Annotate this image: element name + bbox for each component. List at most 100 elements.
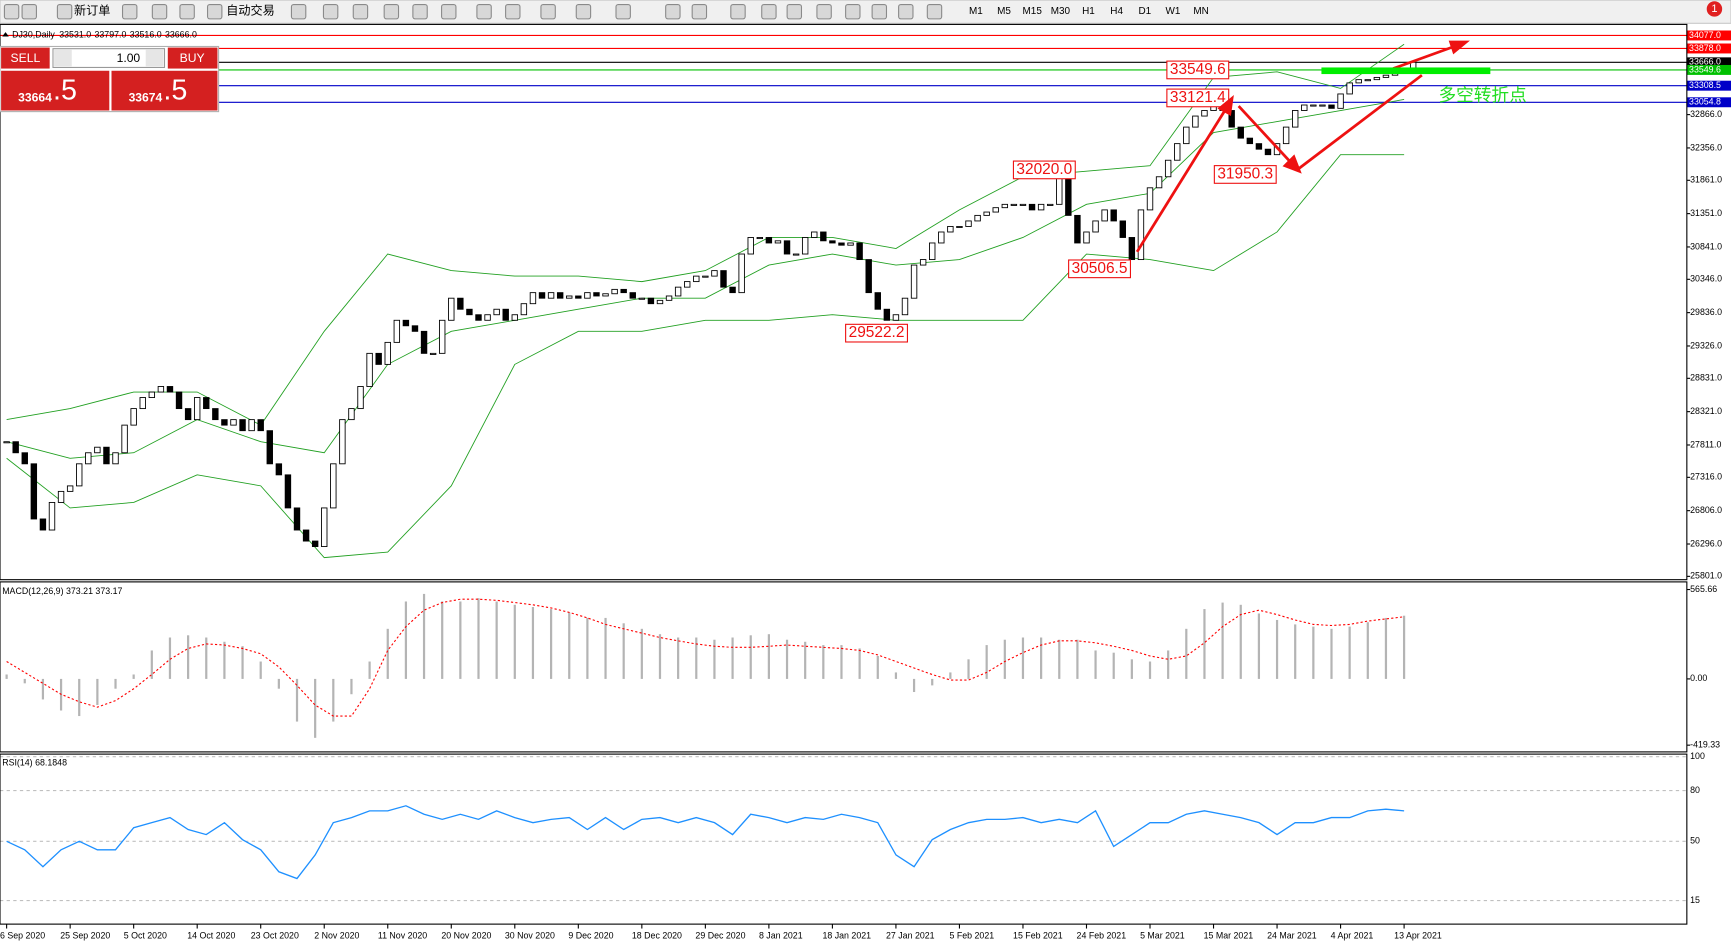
toolbar-icon[interactable]: [441, 3, 457, 20]
candle: [1282, 126, 1290, 145]
toolbar-icon[interactable]: [383, 3, 400, 20]
bid-box[interactable]: [1, 70, 110, 111]
toolbar-icon[interactable]: [412, 3, 428, 20]
toolbar-icon[interactable]: [691, 3, 708, 20]
lots-up[interactable]: [145, 49, 164, 67]
timeframe-button[interactable]: H4: [1110, 6, 1123, 17]
sell-button[interactable]: [1, 47, 50, 69]
candle: [720, 270, 727, 288]
macd-bar: [168, 637, 172, 679]
toolbar-icon[interactable]: [786, 3, 803, 20]
timeframe-button[interactable]: MN: [1193, 6, 1208, 17]
candle: [1255, 143, 1263, 150]
toolbar-icon[interactable]: [926, 3, 943, 20]
macd-bar: [677, 637, 680, 679]
toolbar-icon[interactable]: [761, 3, 777, 20]
price-annotation: 32020.0: [1016, 161, 1072, 178]
toolbar-icon[interactable]: [3, 3, 20, 20]
bollinger-band: [6, 154, 1405, 559]
symbol-info: DJ30,Daily 33531.0 33797.0 33516.0 33666.0: [12, 30, 197, 40]
toolbar-icon[interactable]: [540, 3, 556, 20]
auto-trading-button[interactable]: 自动交易: [226, 2, 275, 17]
macd-bar: [1148, 661, 1152, 679]
toolbar-icon[interactable]: [151, 3, 168, 20]
bid-price[interactable]: 33664: [18, 91, 52, 105]
toolbar-icon[interactable]: [615, 3, 631, 20]
timeframe-button[interactable]: M15: [1023, 6, 1043, 17]
candle: [266, 430, 273, 465]
ask-pips[interactable]: .5: [163, 74, 187, 106]
candle: [901, 297, 909, 316]
toolbar-icon[interactable]: [121, 3, 138, 20]
candle: [1337, 93, 1344, 109]
toolbar-icon[interactable]: [179, 3, 195, 20]
lots-value[interactable]: 1.00: [117, 51, 141, 65]
price-level-label: 33666.0: [1689, 57, 1721, 67]
pivot-bar: [1321, 67, 1491, 75]
lots-input[interactable]: [52, 48, 166, 69]
macd-bar: [513, 604, 516, 679]
toolbar-icon[interactable]: [816, 3, 832, 20]
ask-box[interactable]: [111, 70, 218, 111]
toolbar-icon[interactable]: [21, 3, 37, 20]
timeframe-button[interactable]: W1: [1166, 6, 1181, 17]
bid-pips[interactable]: .5: [53, 74, 77, 106]
toolbar-icon[interactable]: [352, 3, 369, 20]
candle: [21, 452, 28, 465]
ask-price[interactable]: 33674: [129, 91, 163, 105]
candle: [811, 231, 818, 238]
lots-down[interactable]: [54, 49, 72, 67]
candle: [1119, 220, 1126, 238]
price-annotation-box: [1166, 60, 1230, 80]
candle: [1264, 148, 1272, 156]
price-annotation: 33549.6: [1170, 61, 1226, 78]
toolbar-icon[interactable]: [290, 3, 307, 20]
buy-button[interactable]: [167, 47, 218, 69]
macd-bar: [767, 634, 770, 679]
toolbar-icon[interactable]: [730, 3, 746, 20]
y-tick-label: 565.66: [1690, 584, 1717, 594]
macd-bar: [314, 678, 317, 738]
notification-badge[interactable]: [1706, 1, 1723, 17]
x-tick-label: 20 Nov 2020: [441, 931, 491, 941]
toolbar-icon[interactable]: [476, 3, 492, 20]
candle: [956, 225, 963, 228]
y-tick-label: -419.33: [1690, 739, 1720, 749]
timeframe-button[interactable]: H1: [1082, 6, 1095, 17]
candle: [1092, 220, 1099, 233]
candle: [838, 242, 845, 246]
toolbar-icon[interactable]: [665, 3, 681, 20]
candle: [1074, 214, 1081, 244]
macd-bar: [1348, 626, 1351, 679]
toolbar-icon[interactable]: [56, 3, 73, 20]
timeframe-button[interactable]: M1: [969, 6, 983, 17]
buy-label[interactable]: BUY: [180, 51, 205, 65]
candle: [1028, 203, 1036, 211]
candle: [3, 441, 10, 444]
toolbar-icon[interactable]: [898, 3, 914, 20]
candle: [48, 501, 56, 531]
candle: [39, 518, 47, 531]
candle: [938, 231, 945, 244]
trade-panel: SELL 1.00 BUY 33664 .5 33674 .5: [0, 45, 220, 113]
macd-bar: [876, 655, 879, 679]
candle: [193, 397, 201, 421]
candle: [1301, 104, 1308, 111]
toolbar-icon[interactable]: [322, 3, 339, 20]
sell-label[interactable]: SELL: [11, 51, 41, 65]
toolbar-icon[interactable]: [206, 3, 223, 20]
y-tick-label: 27316.0: [1690, 472, 1722, 482]
timeframe-button[interactable]: M30: [1051, 6, 1071, 17]
toolbar-icon[interactable]: [575, 3, 592, 20]
toolbar-icon[interactable]: [845, 3, 861, 20]
x-tick-label: 18 Dec 2020: [632, 931, 682, 941]
new-order-button[interactable]: 新订单: [74, 2, 110, 17]
macd-bar: [1402, 615, 1406, 679]
y-tick-label: 31351.0: [1690, 208, 1722, 218]
candle: [765, 237, 773, 244]
toolbar-icon[interactable]: [871, 3, 888, 20]
notification-count[interactable]: 1: [1711, 3, 1717, 15]
timeframe-button[interactable]: D1: [1138, 6, 1151, 17]
toolbar-icon[interactable]: [505, 3, 521, 20]
timeframe-button[interactable]: M5: [997, 6, 1011, 17]
